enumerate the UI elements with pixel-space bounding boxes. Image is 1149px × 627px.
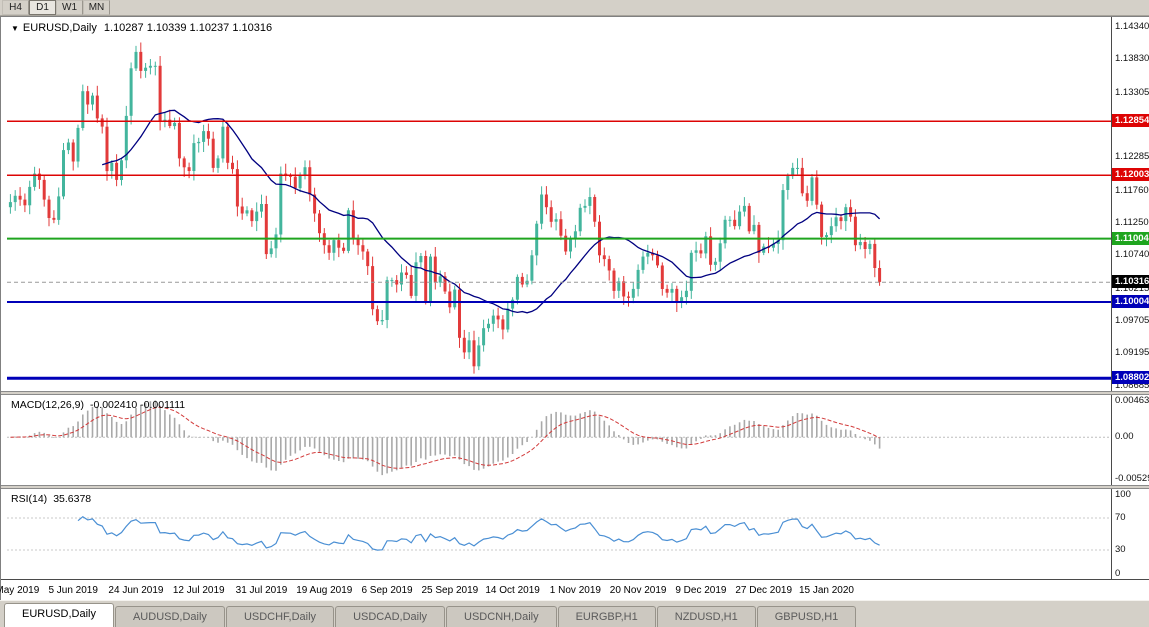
rsi-panel: RSI(14) 35.6378 100 70 30 0 — [1, 489, 1149, 579]
price-axis-label: 1.12285 — [1115, 151, 1149, 163]
rsi-axis: 100 70 30 0 — [1111, 489, 1149, 579]
price-axis-label: 1.14340 — [1115, 21, 1149, 33]
panel-splitter[interactable] — [1, 391, 1149, 395]
chart-window: ▼ EURUSD,Daily 1.10287 1.10339 1.10237 1.1… — [0, 16, 1149, 601]
tab-eurgbp-h1[interactable]: EURGBP,H1 — [557, 606, 656, 627]
price-axis-label: 1.11250 — [1115, 217, 1149, 229]
date-label: 12 Jul 2019 — [172, 585, 225, 596]
chart-symbol-label: EURUSD,Daily — [22, 22, 97, 34]
rsi-value: 35.6378 — [53, 493, 92, 505]
tab-usdchf-daily[interactable]: USDCHF,Daily — [225, 606, 335, 627]
price-axis-label: 1.08685 — [1115, 379, 1149, 391]
date-label: 5 Jun 2019 — [48, 585, 98, 596]
macd-axis-label: -0.00529 — [1115, 473, 1149, 485]
price-axis-label: 1.13305 — [1115, 86, 1149, 98]
tab-audusd-daily[interactable]: AUDUSD,Daily — [114, 606, 225, 627]
price-chart-canvas[interactable] — [7, 17, 1111, 391]
timeframe-button-d1[interactable]: D1 — [29, 0, 56, 15]
date-label: 9 Dec 2019 — [675, 585, 727, 596]
macd-axis: 0.00463 0.00 -0.00529 — [1111, 395, 1149, 485]
rsi-axis-label: 70 — [1115, 512, 1126, 523]
timeframe-button-w1[interactable]: W1 — [56, 0, 83, 15]
price-level-badge: 1.10004 — [1112, 295, 1149, 308]
price-level-badge: 1.12854 — [1112, 114, 1149, 128]
macd-values: -0.002410 -0.001111 — [89, 399, 186, 411]
date-label: 14 Oct 2019 — [485, 585, 540, 596]
tab-gbpusd-h1[interactable]: GBPUSD,H1 — [756, 606, 857, 627]
price-chart-panel: ▼ EURUSD,Daily 1.10287 1.10339 1.10237 1.1… — [1, 17, 1149, 391]
date-label: 17 May 2019 — [0, 585, 40, 596]
date-label: 6 Sep 2019 — [361, 585, 413, 596]
price-axis-label: 1.10740 — [1115, 249, 1149, 261]
macd-panel: MACD(12,26,9) -0.002410 -0.001111 0.00463… — [1, 395, 1149, 485]
date-label: 15 Jan 2020 — [798, 585, 854, 596]
date-label: 24 Jun 2019 — [108, 585, 164, 596]
panel-splitter[interactable] — [1, 485, 1149, 489]
rsi-axis-label: 30 — [1115, 544, 1126, 555]
price-axis-label: 1.09705 — [1115, 314, 1149, 326]
price-level-badge: 1.12003 — [1112, 168, 1149, 182]
time-axis[interactable]: 17 May 2019 5 Jun 2019 24 Jun 2019 12 Jul 2… — [0, 579, 1149, 601]
date-label: 31 Jul 2019 — [235, 585, 288, 596]
macd-chart-canvas[interactable] — [7, 395, 1111, 485]
chart-tab-bar: EURUSD,Daily AUDUSD,Daily USDCHF,Daily USDC… — [0, 600, 1149, 627]
price-level-badge: 1.08802 — [1112, 371, 1149, 385]
macd-axis-label: 0.00 — [1115, 431, 1134, 443]
macd-indicator-label: MACD(12,26,9) -0.002410 -0.001111 — [11, 399, 191, 411]
chevron-down-icon[interactable]: ▼ — [11, 24, 19, 33]
date-label: 1 Nov 2019 — [549, 585, 601, 596]
tab-usdcad-daily[interactable]: USDCAD,Daily — [335, 606, 446, 627]
timeframe-toolbar: H4 D1 W1 MN — [0, 0, 1149, 16]
price-axis-label: 1.11760 — [1115, 184, 1149, 196]
rsi-indicator-label: RSI(14) 35.6378 — [11, 493, 97, 505]
rsi-chart-canvas[interactable] — [7, 489, 1111, 579]
date-label: 20 Nov 2019 — [609, 585, 667, 596]
rsi-axis-label: 100 — [1115, 489, 1131, 500]
tab-usdcnh-daily[interactable]: USDCNH,Daily — [446, 606, 557, 627]
price-axis-label: 1.13830 — [1115, 53, 1149, 65]
date-label: 25 Sep 2019 — [421, 585, 479, 596]
timeframe-button-h4[interactable]: H4 — [2, 0, 29, 15]
current-price-badge: 1.10316 — [1112, 275, 1149, 289]
tab-nzdusd-h1[interactable]: NZDUSD,H1 — [656, 606, 756, 627]
macd-name: MACD(12,26,9) — [11, 399, 84, 411]
rsi-name: RSI(14) — [11, 493, 48, 505]
date-label: 27 Dec 2019 — [735, 585, 793, 596]
tab-eurusd-daily[interactable]: EURUSD,Daily — [4, 603, 114, 627]
price-axis[interactable]: 1.143401.138301.133051.127951.122851.117… — [1111, 17, 1149, 391]
price-level-badge: 1.11004 — [1112, 231, 1149, 245]
date-label: 19 Aug 2019 — [296, 585, 353, 596]
ohlc-values: 1.10287 1.10339 1.10237 1.10316 — [103, 22, 273, 34]
price-axis-label: 1.09195 — [1115, 347, 1149, 359]
timeframe-button-mn[interactable]: MN — [83, 0, 110, 15]
macd-axis-label: 0.00463 — [1115, 395, 1149, 406]
chart-title: ▼ EURUSD,Daily 1.10287 1.10339 1.10237 1.1… — [11, 22, 272, 34]
rsi-axis-label: 0 — [1115, 568, 1121, 579]
